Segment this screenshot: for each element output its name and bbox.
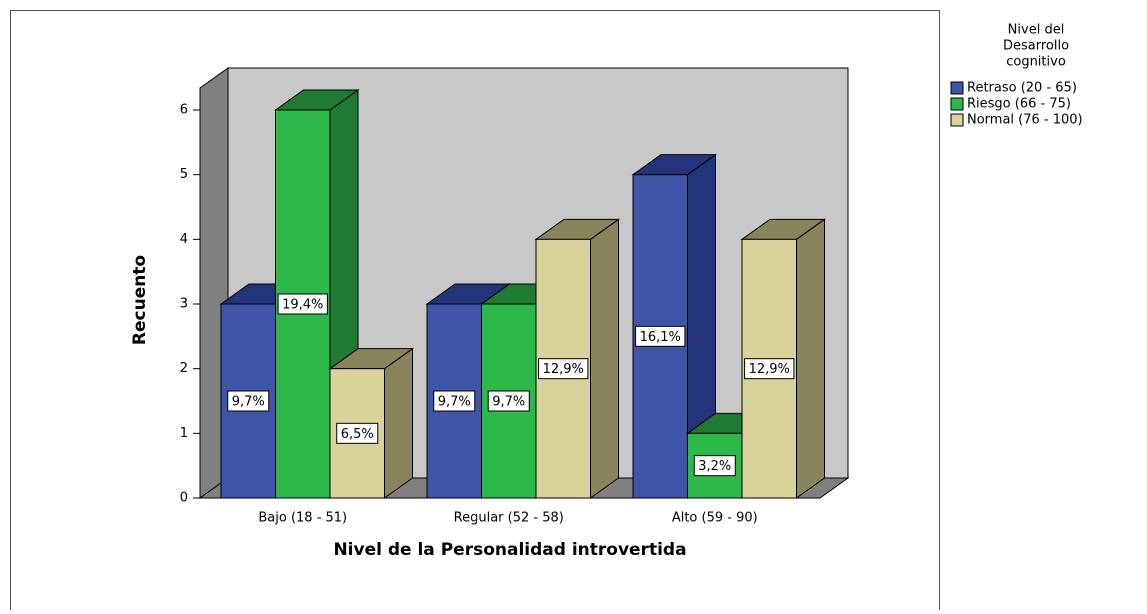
data-label: 12,9%: [749, 362, 790, 377]
legend-title: cognitivo: [1006, 55, 1066, 70]
data-label-box: [227, 390, 270, 412]
y-tick-label: 2: [180, 361, 188, 376]
data-label: 6,5%: [341, 427, 374, 442]
y-tick-label: 4: [180, 232, 188, 247]
x-axis-label: Nivel de la Personalidad introvertida: [333, 540, 686, 560]
legend-swatch: [950, 81, 964, 95]
y-axis-label: Recuento: [130, 255, 150, 345]
legend-label: Retraso (20 - 65): [967, 81, 1077, 96]
data-label-box: [635, 325, 686, 347]
legend-title: Nivel del: [1008, 23, 1065, 38]
legend-swatch: [950, 97, 964, 111]
x-tick-label: Alto (59 - 90): [672, 511, 758, 526]
data-label-box: [277, 293, 328, 315]
data-label-box: [487, 390, 530, 412]
data-label: 12,9%: [543, 362, 584, 377]
data-label: 16,1%: [640, 330, 681, 345]
y-tick-label: 3: [180, 297, 188, 312]
y-tick-label: 1: [180, 426, 188, 441]
bar-side: [590, 218, 619, 499]
data-label: 9,7%: [232, 395, 265, 410]
legend-title: Desarrollo: [1003, 39, 1069, 54]
data-label-box: [744, 358, 795, 380]
x-tick-label: Bajo (18 - 51): [258, 511, 347, 526]
data-label-box: [538, 358, 589, 380]
y-tick-label: 5: [180, 167, 188, 182]
y-tick-label: 0: [180, 491, 188, 506]
bar-side: [796, 218, 825, 499]
data-label: 9,7%: [438, 395, 471, 410]
legend-swatch: [950, 113, 964, 127]
bar-side: [384, 347, 413, 499]
data-label: 19,4%: [282, 298, 323, 313]
data-label: 9,7%: [492, 395, 525, 410]
legend-label: Riesgo (66 - 75): [967, 97, 1071, 112]
x-tick-label: Regular (52 - 58): [454, 511, 564, 526]
data-label-box: [336, 422, 379, 444]
data-label: 3,2%: [698, 459, 731, 474]
data-label-box: [693, 455, 736, 477]
y-tick-label: 6: [180, 103, 188, 118]
legend-label: Normal (76 - 100): [967, 113, 1083, 128]
data-label-box: [433, 390, 476, 412]
